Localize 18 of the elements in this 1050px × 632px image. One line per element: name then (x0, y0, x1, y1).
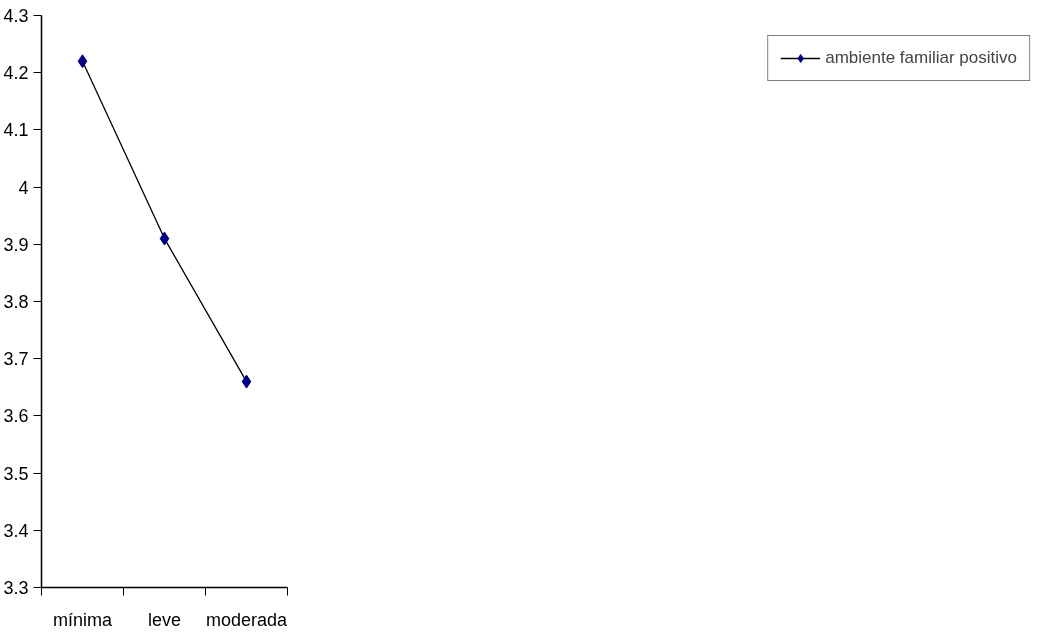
y-tick-label: 4 (18, 177, 29, 198)
y-tick-label: 3.8 (3, 292, 29, 312)
y-tick-label: 4.2 (3, 63, 29, 84)
y-tick-label: 3.6 (3, 406, 29, 427)
point (241, 374, 252, 389)
point (77, 54, 88, 69)
y-tick-label: 3.3 (3, 578, 29, 598)
x-tick-label: leve (147, 609, 182, 630)
y-tick-label: 4.3 (3, 6, 29, 26)
y-tick-label: 3.5 (3, 463, 29, 484)
y-tick-label: 3.9 (3, 234, 29, 255)
x-tick-label: mínima (53, 609, 113, 630)
x-tick-label: moderada (205, 609, 289, 630)
point (159, 231, 170, 246)
y-tick-label: 4.1 (3, 120, 29, 141)
y-tick-label: 3.7 (3, 349, 29, 370)
y-tick-label: 3.4 (3, 520, 29, 541)
legend-label: ambiente familiar positivo (825, 48, 1017, 68)
